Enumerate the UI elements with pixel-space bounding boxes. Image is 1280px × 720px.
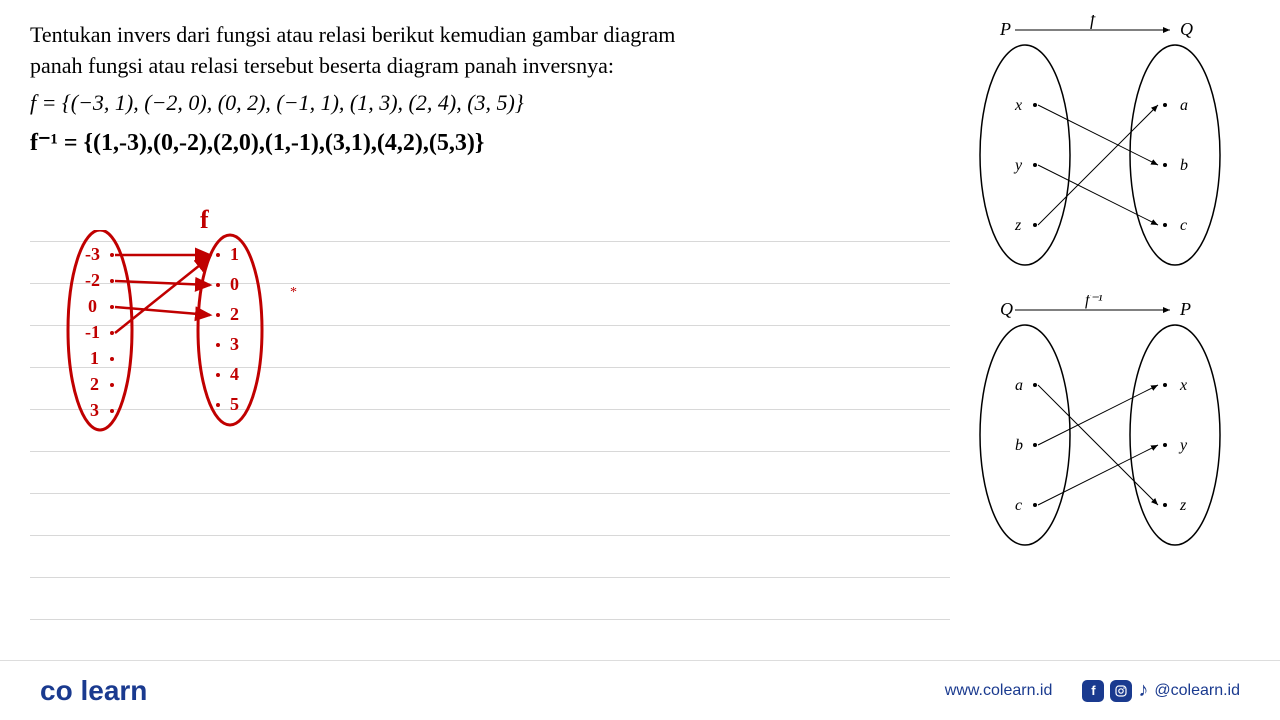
svg-text:z: z: [1179, 497, 1187, 514]
footer: co learn www.colearn.id f ♪ @colearn.id: [0, 660, 1280, 720]
svg-text:0: 0: [88, 296, 97, 316]
svg-text:z: z: [1014, 217, 1022, 234]
tiktok-icon[interactable]: ♪: [1138, 679, 1148, 702]
svg-text:-1: -1: [85, 322, 100, 342]
svg-text:Q: Q: [1180, 19, 1193, 39]
svg-text:f: f: [1090, 15, 1098, 29]
social-icons: f ♪ @colearn.id: [1082, 679, 1240, 702]
svg-text:5: 5: [230, 394, 239, 414]
svg-text:4: 4: [230, 364, 239, 384]
diagram-f: P f Q x y z a b c: [970, 15, 1230, 275]
svg-text:x: x: [1179, 377, 1187, 394]
svg-text:b: b: [1015, 437, 1023, 454]
problem-line-1: Tentukan invers dari fungsi atau relasi …: [30, 20, 780, 51]
svg-text:2: 2: [90, 374, 99, 394]
svg-text:b: b: [1180, 157, 1188, 174]
svg-text:P: P: [999, 19, 1011, 39]
svg-text:3: 3: [230, 334, 239, 354]
instagram-icon[interactable]: [1110, 680, 1132, 702]
svg-text:a: a: [1180, 97, 1188, 114]
svg-text:y: y: [1013, 157, 1023, 174]
diagram-f-inverse: Q f⁻¹ P a b c x y z: [970, 295, 1230, 555]
svg-text:2: 2: [230, 304, 239, 324]
hw-diagram-svg: -3 -2 0 -1 1 2 3 1 0 2 3 4 5: [60, 230, 280, 450]
svg-text:c: c: [1180, 217, 1187, 234]
asterisk-mark: *: [290, 285, 297, 301]
svg-text:1: 1: [230, 244, 239, 264]
svg-text:P: P: [1179, 299, 1191, 319]
social-handle: @colearn.id: [1154, 682, 1240, 700]
svg-text:f⁻¹: f⁻¹: [1085, 295, 1103, 309]
facebook-icon[interactable]: f: [1082, 680, 1104, 702]
svg-text:-3: -3: [85, 244, 100, 264]
svg-text:Q: Q: [1000, 299, 1013, 319]
svg-text:0: 0: [230, 274, 239, 294]
svg-text:y: y: [1178, 437, 1188, 454]
problem-line-2: panah fungsi atau relasi tersebut besert…: [30, 51, 780, 82]
svg-text:c: c: [1015, 497, 1022, 514]
logo: co learn: [40, 675, 147, 707]
footer-url[interactable]: www.colearn.id: [945, 682, 1053, 700]
svg-text:1: 1: [90, 348, 99, 368]
hw-f-label: f: [200, 205, 209, 235]
handwritten-diagram: f -3 -2 0 -1 1 2 3 1 0 2 3 4 5: [60, 230, 280, 455]
svg-text:x: x: [1014, 97, 1022, 114]
svg-text:3: 3: [90, 400, 99, 420]
svg-text:-2: -2: [85, 270, 100, 290]
svg-text:a: a: [1015, 377, 1023, 394]
